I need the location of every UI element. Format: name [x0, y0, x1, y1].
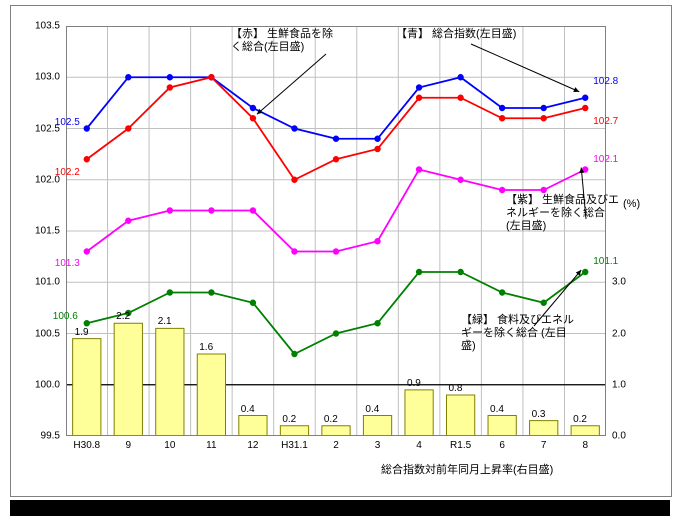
- green-marker: [540, 300, 546, 306]
- y-left-tick-label: 103.5: [35, 21, 60, 32]
- x-tick-label: 9: [126, 440, 132, 451]
- bar: [114, 323, 142, 436]
- green-marker: [416, 269, 422, 275]
- blue-marker: [416, 84, 422, 90]
- magenta-marker: [167, 207, 173, 213]
- blue-marker: [333, 136, 339, 142]
- green-marker: [208, 289, 214, 295]
- magenta-marker: [208, 207, 214, 213]
- red-marker: [457, 95, 463, 101]
- chart-frame: 1.92.22.11.60.40.20.20.40.90.80.40.30.21…: [10, 5, 672, 497]
- magenta-marker: [540, 187, 546, 193]
- blue-marker: [167, 74, 173, 80]
- y-left-tick-label: 99.5: [41, 431, 60, 442]
- plot-area: 1.92.22.11.60.40.20.20.40.90.80.40.30.21…: [66, 26, 606, 436]
- magenta-marker: [416, 166, 422, 172]
- bar: [446, 395, 474, 436]
- red-marker: [125, 125, 131, 131]
- bar: [73, 339, 101, 436]
- x-tick-label: 4: [416, 440, 422, 451]
- x-tick-label: 2: [333, 440, 339, 451]
- green-marker: [84, 320, 90, 326]
- x-tick-label: 8: [582, 440, 588, 451]
- blue-line: [87, 77, 585, 139]
- red-marker: [291, 177, 297, 183]
- magenta-marker: [125, 218, 131, 224]
- red-marker: [582, 105, 588, 111]
- blue-marker: [582, 95, 588, 101]
- red-marker: [416, 95, 422, 101]
- magenta-marker: [84, 248, 90, 254]
- magenta-line: [87, 170, 585, 252]
- blue-marker: [457, 74, 463, 80]
- y-left-tick-label: 100.5: [35, 328, 60, 339]
- footer-black-bar: [10, 500, 670, 516]
- y-left-tick-label: 103.0: [35, 72, 60, 83]
- y-right-tick-label: 1.0: [612, 379, 626, 390]
- blue-marker: [291, 125, 297, 131]
- y-left-tick-label: 101.0: [35, 277, 60, 288]
- y-right-tick-label: 3.0: [612, 277, 626, 288]
- green-marker: [582, 269, 588, 275]
- x-tick-label: 12: [247, 440, 258, 451]
- x-tick-label: 11: [206, 440, 216, 451]
- bar: [488, 416, 516, 437]
- bar: [571, 426, 599, 436]
- blue-marker: [540, 105, 546, 111]
- footer-label: 総合指数対前年同月上昇率(右目盛): [381, 461, 553, 477]
- green-marker: [291, 351, 297, 357]
- red-marker: [540, 115, 546, 121]
- red-marker: [84, 156, 90, 162]
- x-tick-label: H30.8: [73, 440, 100, 451]
- y-left-tick-label: 101.5: [35, 226, 60, 237]
- bar: [322, 426, 350, 436]
- y-right-tick-label: 0.0: [612, 431, 626, 442]
- x-tick-label: 10: [164, 440, 175, 451]
- magenta-marker: [457, 177, 463, 183]
- y-left-tick-label: 102.5: [35, 123, 60, 134]
- magenta-marker: [333, 248, 339, 254]
- red-marker: [374, 146, 380, 152]
- bar: [405, 390, 433, 436]
- magenta-marker: [250, 207, 256, 213]
- green-marker: [250, 300, 256, 306]
- magenta-marker: [291, 248, 297, 254]
- bar: [156, 328, 184, 436]
- y-left-tick-label: 100.0: [35, 379, 60, 390]
- secondary-axis-unit: (%): [623, 198, 640, 210]
- y-left-tick-label: 102.0: [35, 174, 60, 185]
- red-marker: [499, 115, 505, 121]
- x-tick-label: 7: [541, 440, 547, 451]
- bar: [363, 416, 391, 437]
- blue-marker: [125, 74, 131, 80]
- green-marker: [125, 310, 131, 316]
- red-marker: [208, 74, 214, 80]
- green-marker: [499, 289, 505, 295]
- bar: [197, 354, 225, 436]
- bar: [530, 421, 558, 436]
- magenta-marker: [499, 187, 505, 193]
- green-marker: [333, 330, 339, 336]
- red-marker: [250, 115, 256, 121]
- green-marker: [167, 289, 173, 295]
- x-tick-label: 3: [375, 440, 381, 451]
- x-tick-label: R1.5: [450, 440, 471, 451]
- blue-marker: [84, 125, 90, 131]
- red-marker: [333, 156, 339, 162]
- green-marker: [457, 269, 463, 275]
- blue-marker: [499, 105, 505, 111]
- magenta-marker: [374, 238, 380, 244]
- bar: [239, 416, 267, 437]
- blue-marker: [374, 136, 380, 142]
- red-marker: [167, 84, 173, 90]
- y-right-tick-label: 2.0: [612, 328, 626, 339]
- green-marker: [374, 320, 380, 326]
- blue-marker: [250, 105, 256, 111]
- x-tick-label: 6: [499, 440, 505, 451]
- chart-svg: [66, 26, 606, 436]
- bar: [280, 426, 308, 436]
- x-tick-label: H31.1: [281, 440, 308, 451]
